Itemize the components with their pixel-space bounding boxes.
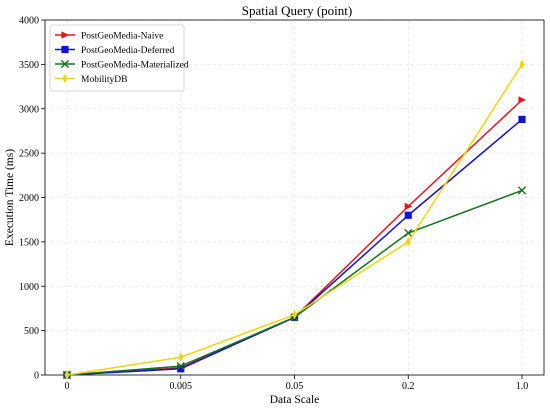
legend-label: PostGeoMedia-Materialized (81, 60, 189, 70)
series-line (66, 118, 523, 376)
data-point (404, 202, 413, 210)
chart-title: Spatial Query (point) (242, 3, 352, 18)
grid-lines (45, 19, 544, 376)
data-point (404, 228, 413, 238)
series-mobilitydb (64, 59, 525, 380)
x-tick-label: 0 (65, 381, 70, 392)
y-tick-label: 1000 (19, 282, 39, 293)
x-axis-label: Data Scale (270, 394, 320, 406)
y-axis-label: Execution Time (ms) (4, 149, 16, 246)
y-tick-label: 3500 (19, 60, 39, 71)
y-tick-label: 3000 (19, 104, 39, 115)
y-axis: 0 500 1000 1500 2000 2500 3000 3500 4000 (19, 16, 45, 382)
legend-item: PostGeoMedia-Naive (55, 31, 163, 41)
y-tick-label: 500 (24, 326, 39, 337)
series-postgeomedia-materialized (62, 186, 527, 380)
legend-label: PostGeoMedia-Deferred (81, 45, 175, 56)
legend-item: PostGeoMedia-Deferred (55, 45, 175, 56)
legend-marker (61, 31, 70, 39)
data-point (291, 310, 298, 320)
data-point (177, 365, 185, 373)
legend: PostGeoMedia-Naive PostGeoMedia-Deferred P… (49, 24, 189, 92)
x-tick-label: 0.005 (170, 381, 193, 392)
legend-box (49, 24, 185, 92)
legend-item: MobilityDB (55, 73, 127, 85)
legend-marker (60, 59, 70, 69)
series-postgeomedia-naive (63, 96, 527, 379)
data-point (517, 186, 527, 195)
y-tick-label: 0 (34, 371, 39, 382)
data-point (64, 370, 70, 380)
y-tick-label: 2000 (19, 193, 39, 204)
x-tick-label: 0.05 (286, 381, 304, 392)
data-point (518, 115, 526, 123)
data-point (176, 362, 185, 371)
y-tick-label: 1500 (19, 237, 39, 248)
data-point (519, 59, 525, 69)
x-tick-label: 1.0 (516, 381, 529, 392)
y-tick-label: 2500 (19, 149, 39, 160)
data-point (404, 211, 412, 219)
x-axis: 0 0.005 0.05 0.2 1.0 (65, 375, 529, 392)
y-tick-label: 4000 (19, 16, 39, 27)
data-point (405, 237, 411, 247)
legend-label: PostGeoMedia-Naive (81, 31, 163, 41)
series-layer (62, 59, 527, 380)
data-point (178, 352, 184, 362)
legend-label: MobilityDB (81, 75, 127, 85)
legend-item: PostGeoMedia-Materialized (55, 59, 189, 70)
legend-marker (62, 73, 68, 84)
legend-marker (61, 45, 69, 54)
x-tick-label: 0.2 (402, 381, 415, 392)
data-point (518, 96, 527, 104)
